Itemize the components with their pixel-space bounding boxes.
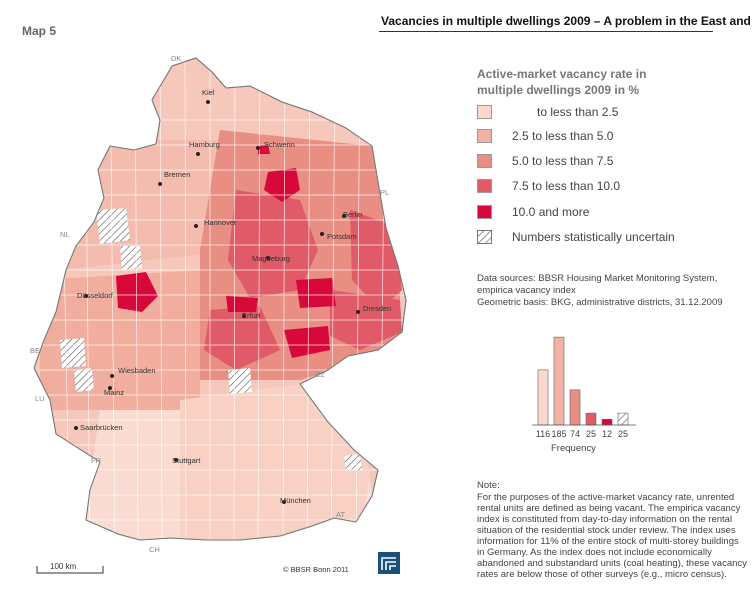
country-label-lu: LU <box>35 394 45 403</box>
scale-bar <box>36 566 104 574</box>
sources-line1: Data sources: BBSR Housing Market Monito… <box>477 273 718 284</box>
scale-label: 100 km <box>50 562 77 571</box>
country-label-cz: CZ <box>315 370 325 379</box>
legend-title-line1: Active-market vacancy rate in <box>477 67 647 81</box>
country-label-at: AT <box>336 510 346 519</box>
city-label-erfurt: Erfurt <box>242 311 261 320</box>
region-uncertain-1 <box>96 208 130 244</box>
histogram-bar-1 <box>537 369 549 426</box>
country-label-pl: PL <box>380 188 390 197</box>
histogram-bar-2 <box>553 336 565 426</box>
copyright: © BBSR Bonn 2011 <box>283 565 349 574</box>
region-uncertain-4 <box>228 368 252 394</box>
region-bavaria <box>180 380 370 540</box>
legend-label-2: 2.5 to less than 5.0 <box>512 129 614 143</box>
city-label-muenchen: München <box>280 496 311 505</box>
region-saxony-anhalt <box>228 190 318 298</box>
city-label-stuttgart: Stuttgart <box>172 456 201 465</box>
map-number: Map 5 <box>22 24 57 38</box>
city-label-schwerin: Schwerin <box>264 140 295 149</box>
legend-swatch-5 <box>477 205 492 219</box>
frequency-histogram: 116 185 74 25 12 25 <box>532 336 636 439</box>
histogram-label-1: 116 <box>536 429 550 439</box>
country-label-be: BE <box>30 346 41 355</box>
data-sources: Data sources: BBSR Housing Market Monito… <box>477 273 737 309</box>
region-uncertain-6 <box>74 368 94 392</box>
title-underline <box>379 31 713 32</box>
legend-title: Active-market vacancy rate in multiple d… <box>477 66 646 98</box>
legend-title-line2: multiple dwellings 2009 in % <box>477 83 640 97</box>
histogram-label-2: 185 <box>551 429 566 439</box>
histogram-label-5: 12 <box>602 429 612 439</box>
city-label-bremen: Bremen <box>164 170 191 179</box>
city-label-berlin: Berlin <box>343 210 363 219</box>
histogram-bar-3 <box>569 389 581 426</box>
legend-label-3: 5.0 to less than 7.5 <box>512 154 614 168</box>
legend-label-1: to less than 2.5 <box>537 105 619 119</box>
legend-swatch-2 <box>477 129 492 143</box>
city-label-potsdam: Potsdam <box>327 232 357 241</box>
region-uncertain-5 <box>344 454 362 470</box>
region-uncertain-3 <box>60 338 86 368</box>
legend-swatch-4 <box>477 179 492 193</box>
country-label-fr: FR <box>91 456 101 465</box>
city-label-dresden: Dresden <box>363 304 392 313</box>
country-label-dk: DK <box>171 54 182 63</box>
histogram-label-3: 74 <box>570 429 580 439</box>
country-label-nl: NL <box>60 230 70 239</box>
region-hotspot-thuringia <box>226 296 258 312</box>
city-label-saarbruecken: Saarbrücken <box>80 423 123 432</box>
city-label-wiesbaden: Wiesbaden <box>118 366 156 375</box>
histogram-bar-4 <box>585 412 597 426</box>
note-text: For the purposes of the active-market va… <box>477 492 747 580</box>
region-hotspot-saxony <box>284 326 330 358</box>
region-uncertain-2 <box>120 246 142 270</box>
legend-label-6: Numbers statistically uncertain <box>512 230 675 244</box>
city-label-kiel: Kiel <box>202 88 215 97</box>
region-hotspot-schwerin <box>258 144 270 154</box>
legend-swatch-1 <box>477 105 492 119</box>
district-boundaries <box>40 58 406 540</box>
histogram-bar-5 <box>601 419 613 426</box>
city-label-duesseldorf: Düsseldorf <box>77 291 113 300</box>
map-title: Vacancies in multiple dwellings 2009 – A… <box>381 14 753 28</box>
germany-map <box>33 57 407 541</box>
region-hotspot-saxony-anhalt <box>296 278 336 308</box>
note-label: Note: <box>477 480 500 491</box>
legend-swatch-3 <box>477 154 492 168</box>
legend-label-5: 10.0 and more <box>512 205 590 219</box>
city-label-hamburg: Hamburg <box>189 140 220 149</box>
legend-label-4: 7.5 to less than 10.0 <box>512 179 621 193</box>
legend-swatch-hatched <box>477 230 492 244</box>
bbsr-logo <box>378 552 400 574</box>
histogram-label-6: 25 <box>618 429 628 439</box>
city-dots <box>74 100 360 504</box>
city-label-mainz: Mainz <box>104 388 125 397</box>
region-hotspot-mecklenburg <box>264 168 300 202</box>
histogram-label-4: 25 <box>586 429 596 439</box>
sources-line3: Geometric basis: BKG, administrative dis… <box>477 297 723 308</box>
histogram-bar-6 <box>617 412 629 426</box>
region-hotspot-nrw <box>116 272 158 312</box>
histogram-axis-label: Frequency <box>551 443 596 454</box>
country-label-ch: CH <box>149 545 160 554</box>
city-label-magdeburg: Magdeburg <box>252 254 290 263</box>
city-label-hannover: Hannover <box>204 218 237 227</box>
region-thuringia <box>204 306 280 370</box>
sources-line2: empirica vacancy index <box>477 285 576 296</box>
